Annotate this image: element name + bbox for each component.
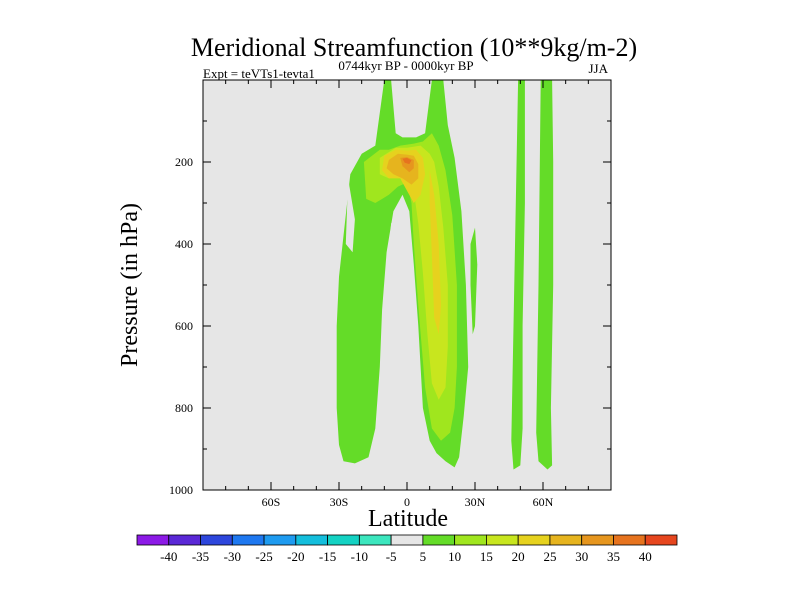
- colorbar-label: 10: [448, 549, 461, 564]
- contour-layer: [215, 80, 554, 470]
- contour-left-band-1: [215, 80, 223, 441]
- colorbar: -40 -35 -30 -25 -20 -15 -10 -5 5 10 15 20 25 30 35 40: [136, 534, 678, 564]
- contour-green-nh-band-2: [536, 80, 554, 470]
- subtitle-right: JJA: [588, 61, 608, 76]
- colorbar-box: [327, 534, 360, 546]
- axis-ticks: [203, 80, 611, 491]
- colorbar-label: -25: [255, 549, 272, 564]
- y-tick-label: 600: [175, 319, 193, 333]
- contour-left-band-2: [244, 80, 250, 433]
- colorbar-box: [549, 534, 583, 546]
- subtitle-center: 0744kyr BP - 0000kyr BP: [338, 58, 473, 73]
- colorbar-label: 20: [512, 549, 525, 564]
- x-tick-label: 0: [404, 495, 410, 509]
- colorbar-label: 5: [420, 549, 427, 564]
- contour-green-right-strip: [470, 227, 478, 335]
- colorbar-box: [613, 534, 646, 546]
- colorbar-label: -40: [160, 549, 177, 564]
- colorbar-label: 25: [543, 549, 556, 564]
- colorbar-box: [581, 534, 614, 546]
- contour-green-nh-band-1: [511, 80, 525, 470]
- axis-tick-labels: 60S 30S 0 30N 60N 200 400 600 800 1000: [169, 155, 554, 509]
- contour-blue-sh-upper: [345, 178, 355, 253]
- contour-gold-strip: [429, 170, 441, 335]
- y-tick-label: 800: [175, 401, 193, 415]
- colorbar-box: [136, 534, 170, 546]
- x-tick-label: 30N: [465, 495, 486, 509]
- colorbar-label: -35: [192, 549, 209, 564]
- y-tick-label: 1000: [169, 483, 193, 497]
- plot-area: 60S 30S 0 30N 60N 200 400 600 800 1000: [169, 79, 612, 509]
- contour-lower-left-blob: [284, 387, 315, 464]
- colorbar-box: [390, 534, 424, 546]
- colorbar-box: [263, 534, 297, 546]
- colorbar-label: 40: [639, 549, 652, 564]
- colorbar-label: -10: [351, 549, 368, 564]
- colorbar-label: -30: [224, 549, 241, 564]
- colorbar-box: [422, 534, 456, 546]
- colorbar-label: 30: [575, 549, 588, 564]
- colorbar-box: [454, 534, 487, 546]
- y-tick-label: 200: [175, 155, 193, 169]
- colorbar-box: [517, 534, 551, 546]
- colorbar-box: [358, 534, 392, 546]
- colorbar-label: 15: [480, 549, 493, 564]
- colorbar-label: -5: [386, 549, 397, 564]
- contour-blue-sh-mid: [384, 211, 401, 421]
- colorbar-label: -20: [287, 549, 304, 564]
- colorbar-label: -15: [319, 549, 336, 564]
- colorbar-box: [231, 534, 265, 546]
- colorbar-box: [295, 534, 328, 546]
- colorbar-box: [200, 534, 233, 546]
- colorbar-label: 35: [607, 549, 620, 564]
- x-tick-label: 30S: [330, 495, 349, 509]
- y-axis-label: Pressure (in hPa): [117, 203, 143, 367]
- x-axis-label: Latitude: [368, 506, 448, 532]
- colorbar-box: [168, 534, 201, 546]
- x-tick-label: 60S: [262, 495, 281, 509]
- x-tick-label: 60N: [533, 495, 554, 509]
- y-tick-label: 400: [175, 237, 193, 251]
- colorbar-box: [486, 534, 519, 546]
- colorbar-box: [644, 534, 678, 546]
- contour-orange-core-3: [402, 157, 412, 165]
- chart-title: Meridional Streamfunction (10**9kg/m-2): [191, 33, 637, 62]
- subtitle-left: Expt = teVTs1-tevta1: [203, 66, 315, 81]
